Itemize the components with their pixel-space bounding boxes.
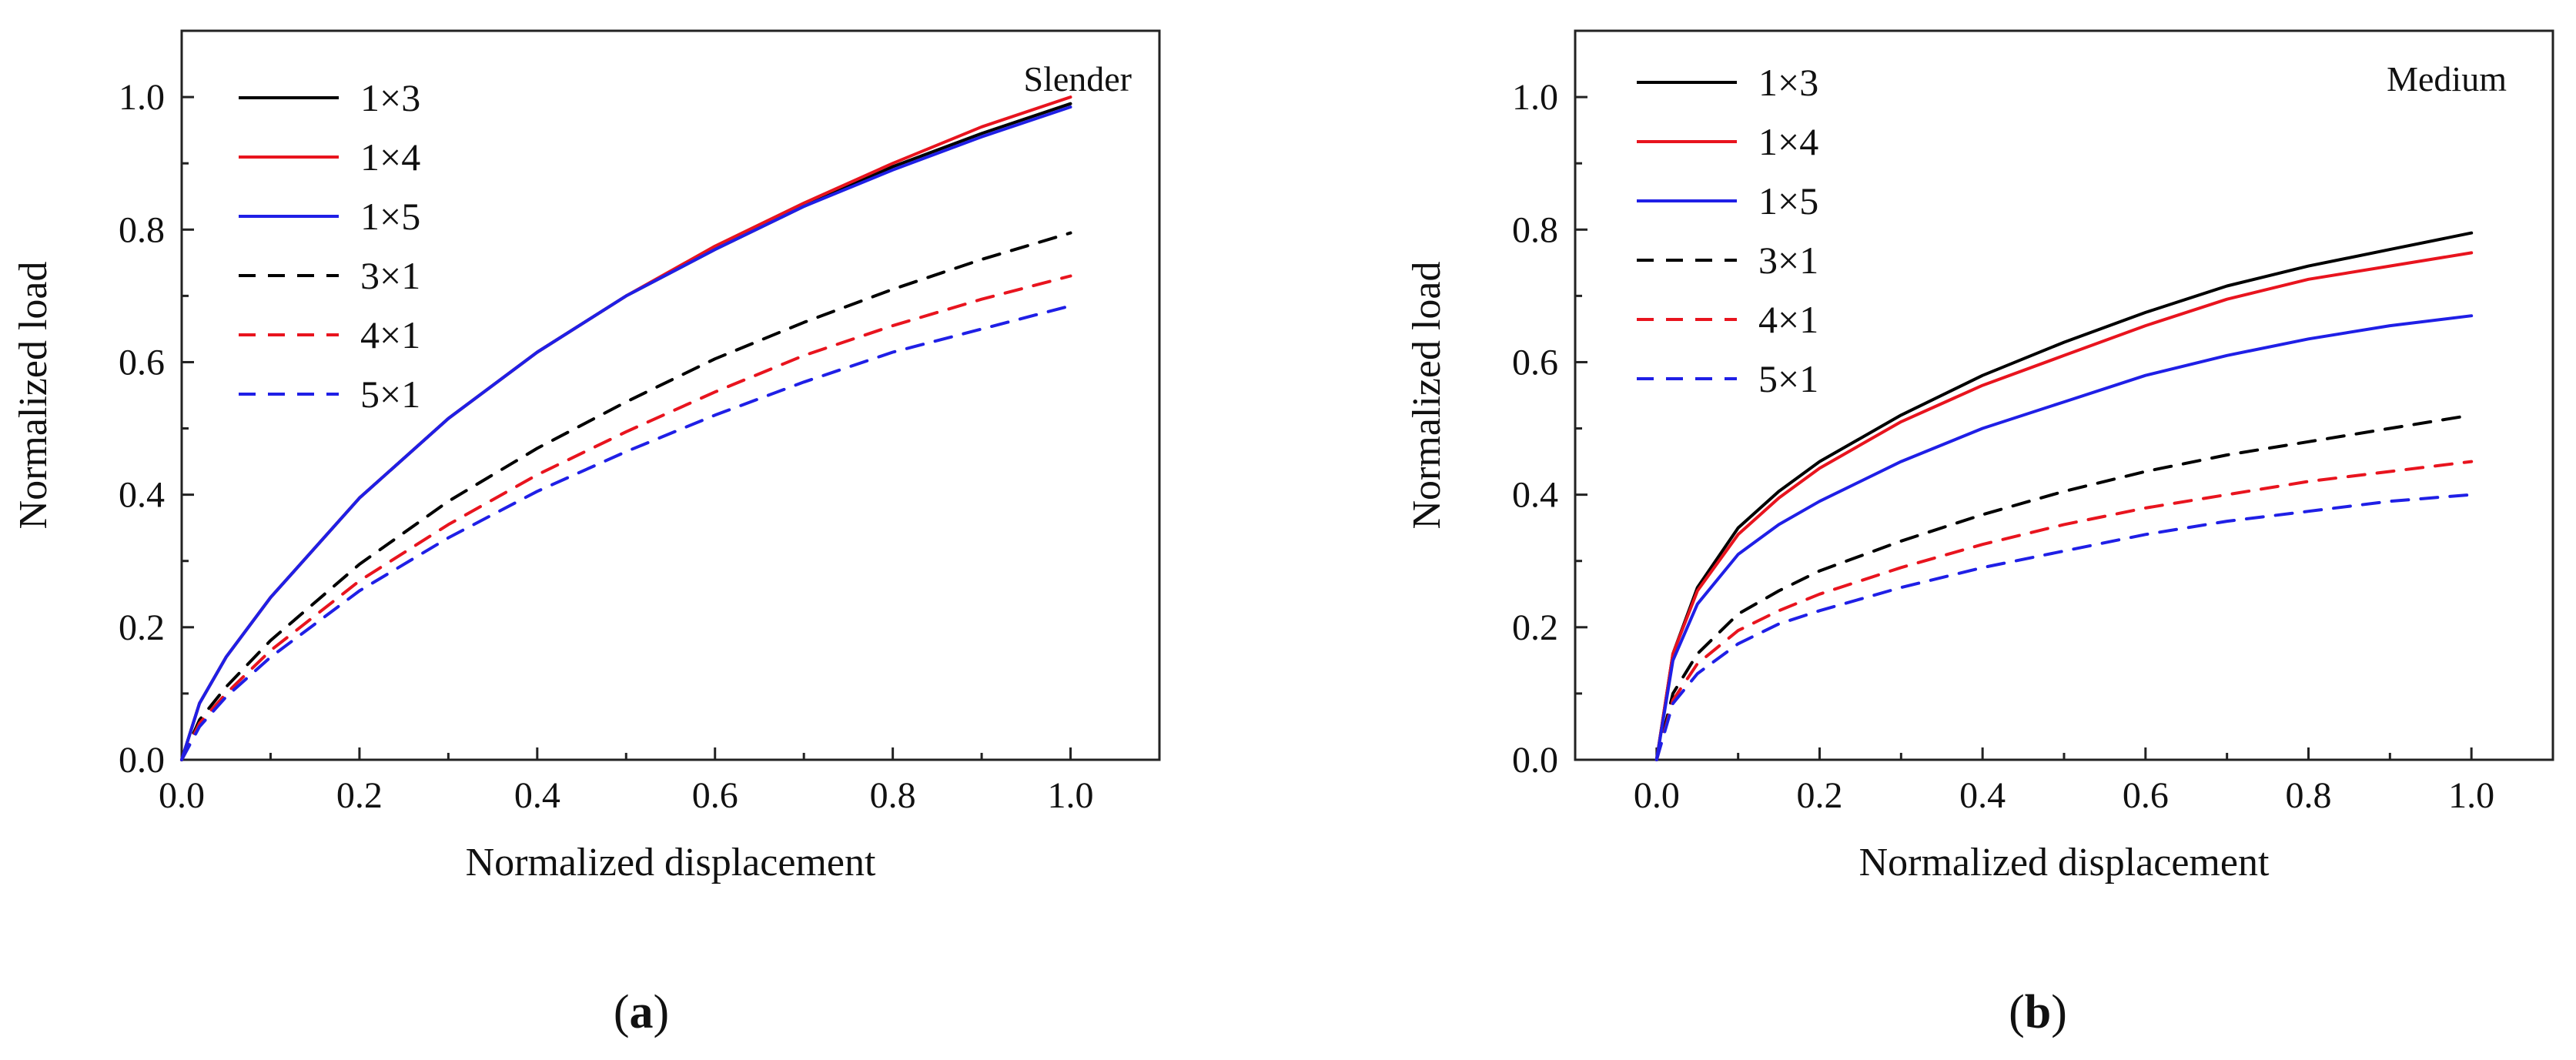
- panel-a-y-tick-label: 0.0: [119, 740, 165, 781]
- panel-a-x-axis-title: Normalized displacement: [466, 841, 876, 884]
- panel-b-x-tick-label: 0.2: [1797, 775, 1843, 816]
- panel-a-x-tick-label: 0.8: [870, 775, 916, 816]
- panel-b-series-line-5: [1654, 460, 2474, 761]
- panel-b-y-tick-label: 0.6: [1512, 342, 1558, 383]
- panel-b-legend-label: 3×1: [1758, 239, 1818, 282]
- caption-b: (b): [2009, 986, 2067, 1038]
- panel-b-y-tick-label: 0.4: [1512, 475, 1558, 516]
- panel-b-legend-label: 4×1: [1758, 298, 1818, 341]
- panel-a-y-tick-label: 0.2: [119, 607, 165, 648]
- panel-a-x-tick-label: 1.0: [1048, 775, 1094, 816]
- panel-a-legend-label: 1×4: [360, 135, 420, 179]
- panel-a-x-tick-label: 0.6: [692, 775, 738, 816]
- panel-a-x-tick-label: 0.0: [159, 775, 205, 816]
- panel-b-y-tick-label: 0.8: [1512, 209, 1558, 250]
- panel-b-series-line-3: [1654, 314, 2474, 761]
- panel-a-y-tick-label: 0.6: [119, 342, 165, 383]
- panel-b-y-tick-label: 0.2: [1512, 607, 1558, 648]
- panel-a-legend-label: 4×1: [360, 313, 420, 356]
- panel-a-series-line-3: [180, 105, 1072, 761]
- panel-b-legend-label: 1×4: [1758, 120, 1818, 163]
- panel-a-y-tick-label: 0.8: [119, 209, 165, 250]
- panel-a-series-line-5: [180, 274, 1072, 761]
- panel-b-x-tick-label: 0.4: [1959, 775, 2006, 816]
- panel-a-series-line-4: [180, 231, 1072, 761]
- panel-b-x-axis-title: Normalized displacement: [1859, 841, 2270, 884]
- panel-b-series-line-4: [1654, 413, 2474, 761]
- caption-a: (a): [614, 986, 669, 1038]
- panel-a-x-tick-label: 0.4: [514, 775, 560, 816]
- panel-a-annotation: Slender: [1023, 59, 1132, 99]
- chart-panel-a: 0.0 0.2 0.4 0.6 0.8 1.0 0.0 0.2 0.4 0.6 0.8 1.0 Norm…: [12, 29, 1161, 884]
- panel-a-legend-label: 3×1: [360, 254, 420, 297]
- panel-b-x-tick-label: 0.0: [1634, 775, 1680, 816]
- panel-b-legend-label: 1×3: [1758, 61, 1818, 104]
- panel-a-plot-frame: [180, 29, 1161, 761]
- panel-b-legend-label: 1×5: [1758, 179, 1818, 222]
- panel-b-y-tick-label: 1.0: [1512, 77, 1558, 118]
- panel-b-series-line-1: [1654, 231, 2474, 761]
- panel-a-y-axis-title: Normalized load: [12, 262, 55, 530]
- panel-a-series-line-6: [180, 304, 1072, 761]
- chart-panel-b: 0.0 0.2 0.4 0.6 0.8 1.0 0.0 0.2 0.4 0.6 0.8 1.0 Norm…: [1405, 29, 2554, 884]
- panel-b-series-line-2: [1654, 251, 2474, 761]
- panel-b-y-tick-label: 0.0: [1512, 740, 1558, 781]
- panel-b-y-axis-title: Normalized load: [1405, 262, 1449, 530]
- panel-a-legend-label: 1×5: [360, 195, 420, 238]
- panel-b-x-tick-label: 1.0: [2448, 775, 2494, 816]
- panel-b-series-line-6: [1654, 493, 2474, 761]
- panel-b-annotation: Medium: [2387, 59, 2507, 99]
- panel-a-y-tick-label: 0.4: [119, 475, 165, 516]
- panel-a-y-tick-label: 1.0: [119, 77, 165, 118]
- panel-a-x-tick-label: 0.2: [336, 775, 383, 816]
- panel-b-x-tick-label: 0.8: [2286, 775, 2332, 816]
- panel-a-legend-label: 5×1: [360, 373, 420, 416]
- panel-b-x-tick-label: 0.6: [2123, 775, 2169, 816]
- panel-b-legend-label: 5×1: [1758, 357, 1818, 400]
- panel-a-legend-label: 1×3: [360, 76, 420, 119]
